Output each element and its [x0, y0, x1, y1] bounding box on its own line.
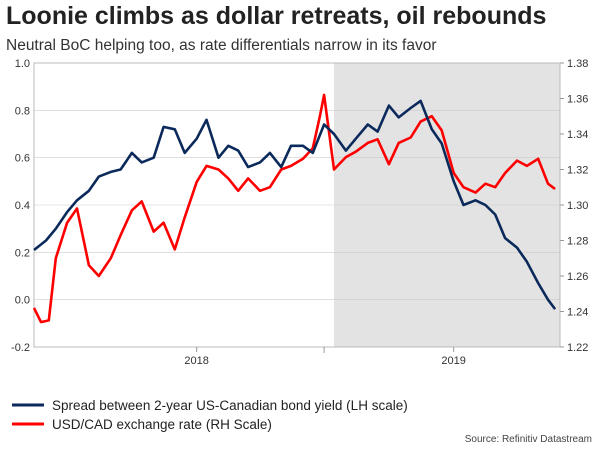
- left-tick-label: -0.2: [11, 342, 30, 354]
- right-tick-label: 1.36: [567, 94, 588, 106]
- legend-label: USD/CAD exchange rate (RH Scale): [52, 417, 272, 432]
- right-tick-label: 1.26: [567, 271, 588, 283]
- left-tick-label: 0.2: [15, 247, 30, 259]
- right-tick-label: 1.24: [567, 307, 588, 319]
- left-tick-label: 0.4: [15, 200, 30, 212]
- right-tick-label: 1.38: [567, 58, 588, 70]
- source-note: Source: Refinitiv Datastream: [464, 434, 592, 445]
- chart-title: Loonie climbs as dollar retreats, oil re…: [6, 2, 547, 30]
- right-tick-label: 1.32: [567, 165, 588, 177]
- x-tick-label: 2018: [184, 355, 208, 367]
- series-lines: [32, 93, 557, 324]
- left-tick-label: 1.0: [15, 58, 30, 70]
- legend-label: Spread between 2-year US-Canadian bond y…: [52, 398, 408, 413]
- chart-subtitle: Neutral BoC helping too, as rate differe…: [6, 37, 437, 54]
- spread-series-line: [33, 99, 557, 310]
- left-tick-label: 0.6: [15, 153, 30, 165]
- left-tick-label: 0.8: [15, 105, 30, 117]
- legend: Spread between 2-year US-Canadian bond y…: [12, 398, 408, 432]
- right-tick-label: 1.22: [567, 342, 588, 354]
- usdcad-series-line: [32, 93, 556, 324]
- right-tick-label: 1.28: [567, 236, 588, 248]
- left-tick-label: 0.0: [15, 295, 30, 307]
- x-tick-label: 2019: [441, 355, 465, 367]
- left-axis: 1.0 0.8 0.6 0.4 0.2 0.0 -0.2: [11, 58, 30, 354]
- right-tick-label: 1.34: [567, 129, 588, 141]
- x-axis: 2018 2019: [184, 347, 466, 367]
- right-axis: 1.38 1.36 1.34 1.32 1.30 1.28 1.26 1.24 1.22: [560, 58, 588, 354]
- right-tick-label: 1.30: [567, 200, 588, 212]
